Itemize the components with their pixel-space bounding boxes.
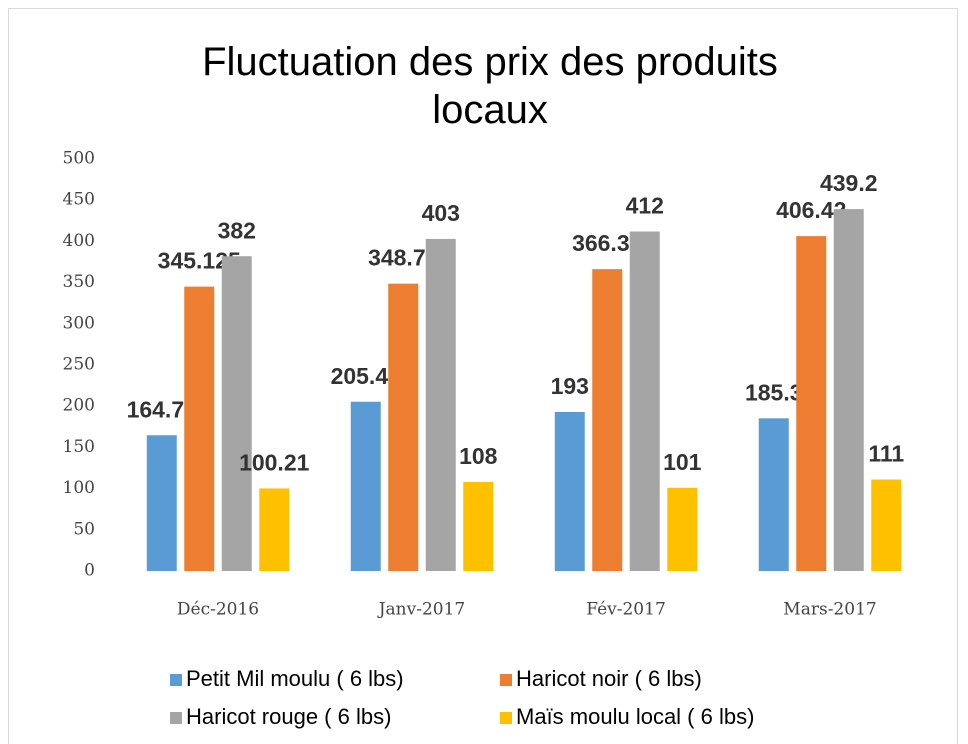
y-tick-label: 300	[63, 313, 95, 333]
y-tick-label: 50	[73, 519, 95, 539]
x-tick-label: Janv-2017	[377, 600, 466, 620]
legend-label: Haricot noir ( 6 lbs)	[516, 666, 702, 691]
x-tick-label: Fév-2017	[586, 600, 666, 620]
bar	[425, 238, 456, 572]
bar	[629, 231, 660, 571]
x-tick-label: Mars-2017	[783, 600, 876, 620]
legend-swatch	[500, 712, 512, 724]
bar	[221, 256, 252, 571]
bar	[146, 435, 177, 571]
chart-title: Fluctuation des prix des produits locaux	[202, 40, 778, 132]
bar	[259, 488, 290, 571]
value-label: 185.3	[745, 379, 803, 405]
bar	[350, 401, 381, 571]
y-tick-label: 500	[63, 149, 95, 169]
legend-swatch	[500, 674, 512, 686]
bar	[463, 482, 494, 571]
y-tick-label: 100	[63, 478, 95, 498]
legend-swatch	[170, 712, 182, 724]
bar	[388, 283, 419, 571]
y-tick-label: 350	[63, 272, 95, 292]
legend-label: Maïs moulu local ( 6 lbs)	[516, 704, 754, 729]
y-tick-label: 450	[63, 190, 95, 210]
bar	[184, 286, 215, 571]
chart-frame	[8, 8, 958, 744]
value-label: 100.21	[239, 450, 310, 476]
bar	[796, 236, 827, 571]
bar	[871, 479, 902, 571]
y-tick-label: 250	[63, 355, 95, 375]
value-label: 439.2	[820, 170, 878, 196]
y-tick-label: 0	[84, 561, 95, 581]
bar	[833, 209, 864, 572]
y-tick-label: 200	[63, 396, 95, 416]
legend-label: Petit Mil moulu ( 6 lbs)	[186, 666, 404, 691]
value-label: 101	[663, 449, 702, 475]
bar	[554, 411, 585, 571]
value-label: 108	[459, 443, 498, 469]
legend-swatch	[170, 674, 182, 686]
legend-label: Haricot rouge ( 6 lbs)	[186, 704, 391, 729]
bar	[758, 418, 789, 571]
value-label: 111	[868, 441, 904, 467]
y-tick-label: 150	[63, 437, 95, 457]
value-label: 382	[218, 217, 256, 243]
value-label: 403	[422, 200, 460, 226]
bar	[592, 269, 623, 571]
value-label: 193	[551, 373, 589, 399]
bar	[667, 487, 698, 571]
value-label: 412	[626, 193, 664, 219]
x-tick-label: Déc-2016	[177, 600, 259, 620]
y-tick-label: 400	[63, 231, 95, 251]
